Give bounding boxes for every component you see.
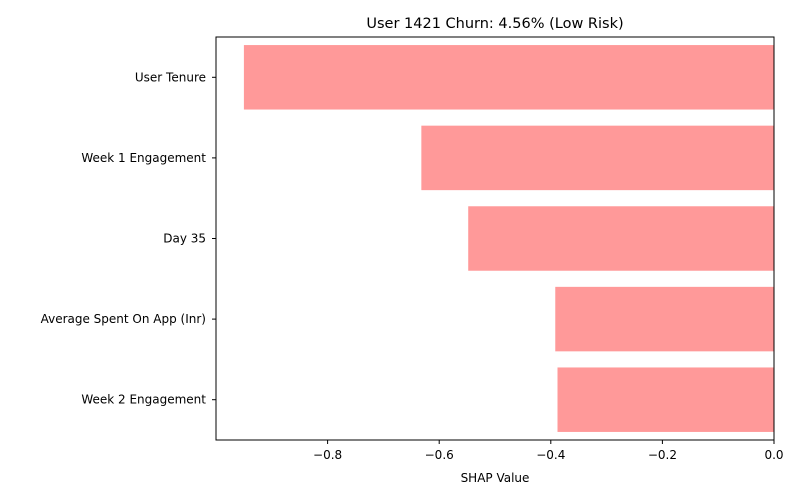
bar-average-spent-on-app-inr-	[555, 286, 774, 352]
y-tick-label: Week 1 Engagement	[81, 151, 206, 165]
bars-layer	[243, 45, 774, 432]
x-tick-labels: −0.8 −0.6 −0.4 −0.2 0.0	[313, 440, 784, 462]
y-tick-label: User Tenure	[135, 70, 206, 84]
chart-title: User 1421 Churn: 4.56% (Low Risk)	[366, 16, 623, 32]
x-axis-label: SHAP Value	[461, 471, 530, 485]
y-tick-labels: User Tenure Week 1 Engagement Day 35 Averag…	[41, 70, 216, 407]
plot-frame	[215, 36, 775, 441]
x-tick-label: −0.8	[313, 448, 342, 462]
bar-week-2-engagement	[557, 367, 774, 432]
y-tick-label: Day 35	[163, 232, 206, 246]
bar-week-1-engagement	[421, 125, 774, 191]
x-tick-label: −0.2	[648, 448, 677, 462]
y-tick-label: Average Spent On App (Inr)	[41, 312, 206, 326]
x-tick-label: −0.4	[536, 448, 565, 462]
bar-user-tenure	[243, 45, 774, 110]
x-tick-label: 0.0	[764, 448, 783, 462]
y-tick-label: Week 2 Engagement	[81, 393, 206, 407]
bar-day-35	[468, 206, 774, 271]
x-tick-label: −0.6	[425, 448, 454, 462]
